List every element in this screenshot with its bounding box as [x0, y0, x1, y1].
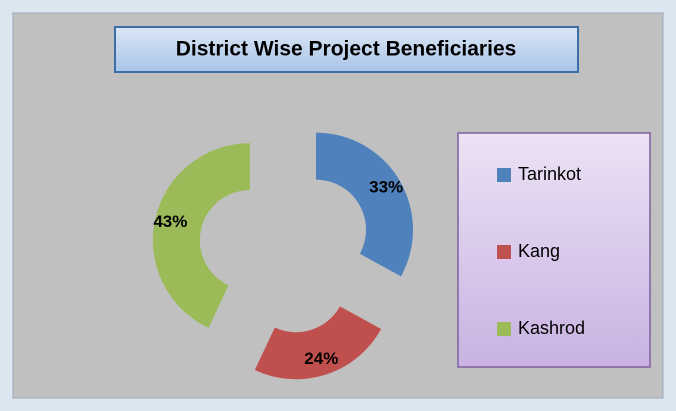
chart-title: District Wise Project Beneficiaries [176, 38, 517, 61]
legend-label: Tarinkot [518, 164, 581, 184]
title-box [114, 26, 579, 73]
legend-label: Kashrod [518, 318, 585, 338]
data-label: 43% [153, 212, 187, 231]
legend-swatch [497, 322, 511, 336]
legend-swatch [497, 168, 511, 182]
legend-swatch [497, 245, 511, 259]
data-label: 33% [369, 178, 403, 197]
slice [315, 132, 413, 277]
legend-box [457, 132, 651, 368]
slice [254, 306, 382, 380]
legend-label: Kang [518, 241, 560, 261]
data-label: 24% [304, 349, 338, 368]
slice [152, 143, 250, 328]
